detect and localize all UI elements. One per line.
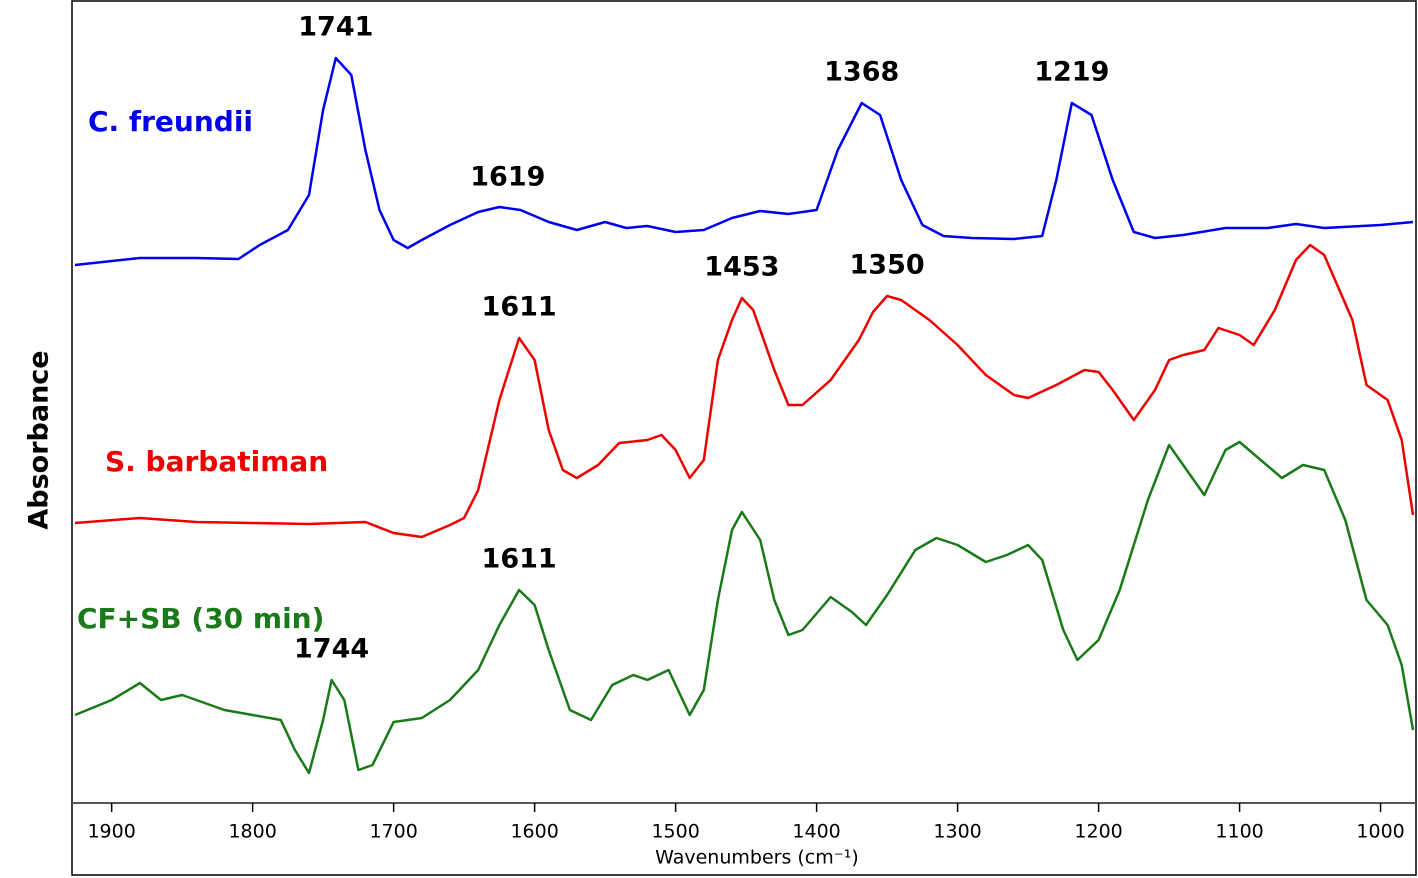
spectrum-line: [74, 440, 1415, 775]
x-tick-label: 1200: [1074, 821, 1122, 843]
x-tick-label: 1400: [792, 821, 840, 843]
peak-label: 1611: [482, 544, 557, 575]
peak-label: 1741: [298, 12, 373, 43]
x-tick-label: 1100: [1215, 821, 1263, 843]
peak-label: 1453: [704, 252, 779, 283]
peak-label: 1744: [294, 634, 369, 665]
peak-label: 1611: [482, 292, 557, 323]
series-label: C. freundii: [88, 105, 253, 138]
spectrum-line: [74, 56, 1414, 267]
series-label: S. barbatiman: [105, 445, 328, 478]
x-tick-label: 1300: [933, 821, 981, 843]
x-tick-label: 1000: [1356, 821, 1404, 843]
x-tick-label: 1800: [228, 821, 276, 843]
x-tick-label: 1900: [87, 821, 135, 843]
x-tick-label: 1500: [651, 821, 699, 843]
x-tick-label: 1700: [369, 821, 417, 843]
series-label: CF+SB (30 min): [77, 602, 324, 635]
spectrum-line: [74, 243, 1415, 539]
peak-label: 1619: [470, 162, 545, 193]
y-axis-label: Absorbance: [24, 350, 55, 529]
x-tick-label: 1600: [510, 821, 558, 843]
peak-label: 1368: [824, 57, 899, 88]
peak-label: 1350: [850, 250, 925, 281]
peak-label: 1219: [1034, 57, 1109, 88]
x-axis-label: Wavenumbers (cm⁻¹): [655, 847, 859, 869]
frame: [71, 0, 1417, 876]
